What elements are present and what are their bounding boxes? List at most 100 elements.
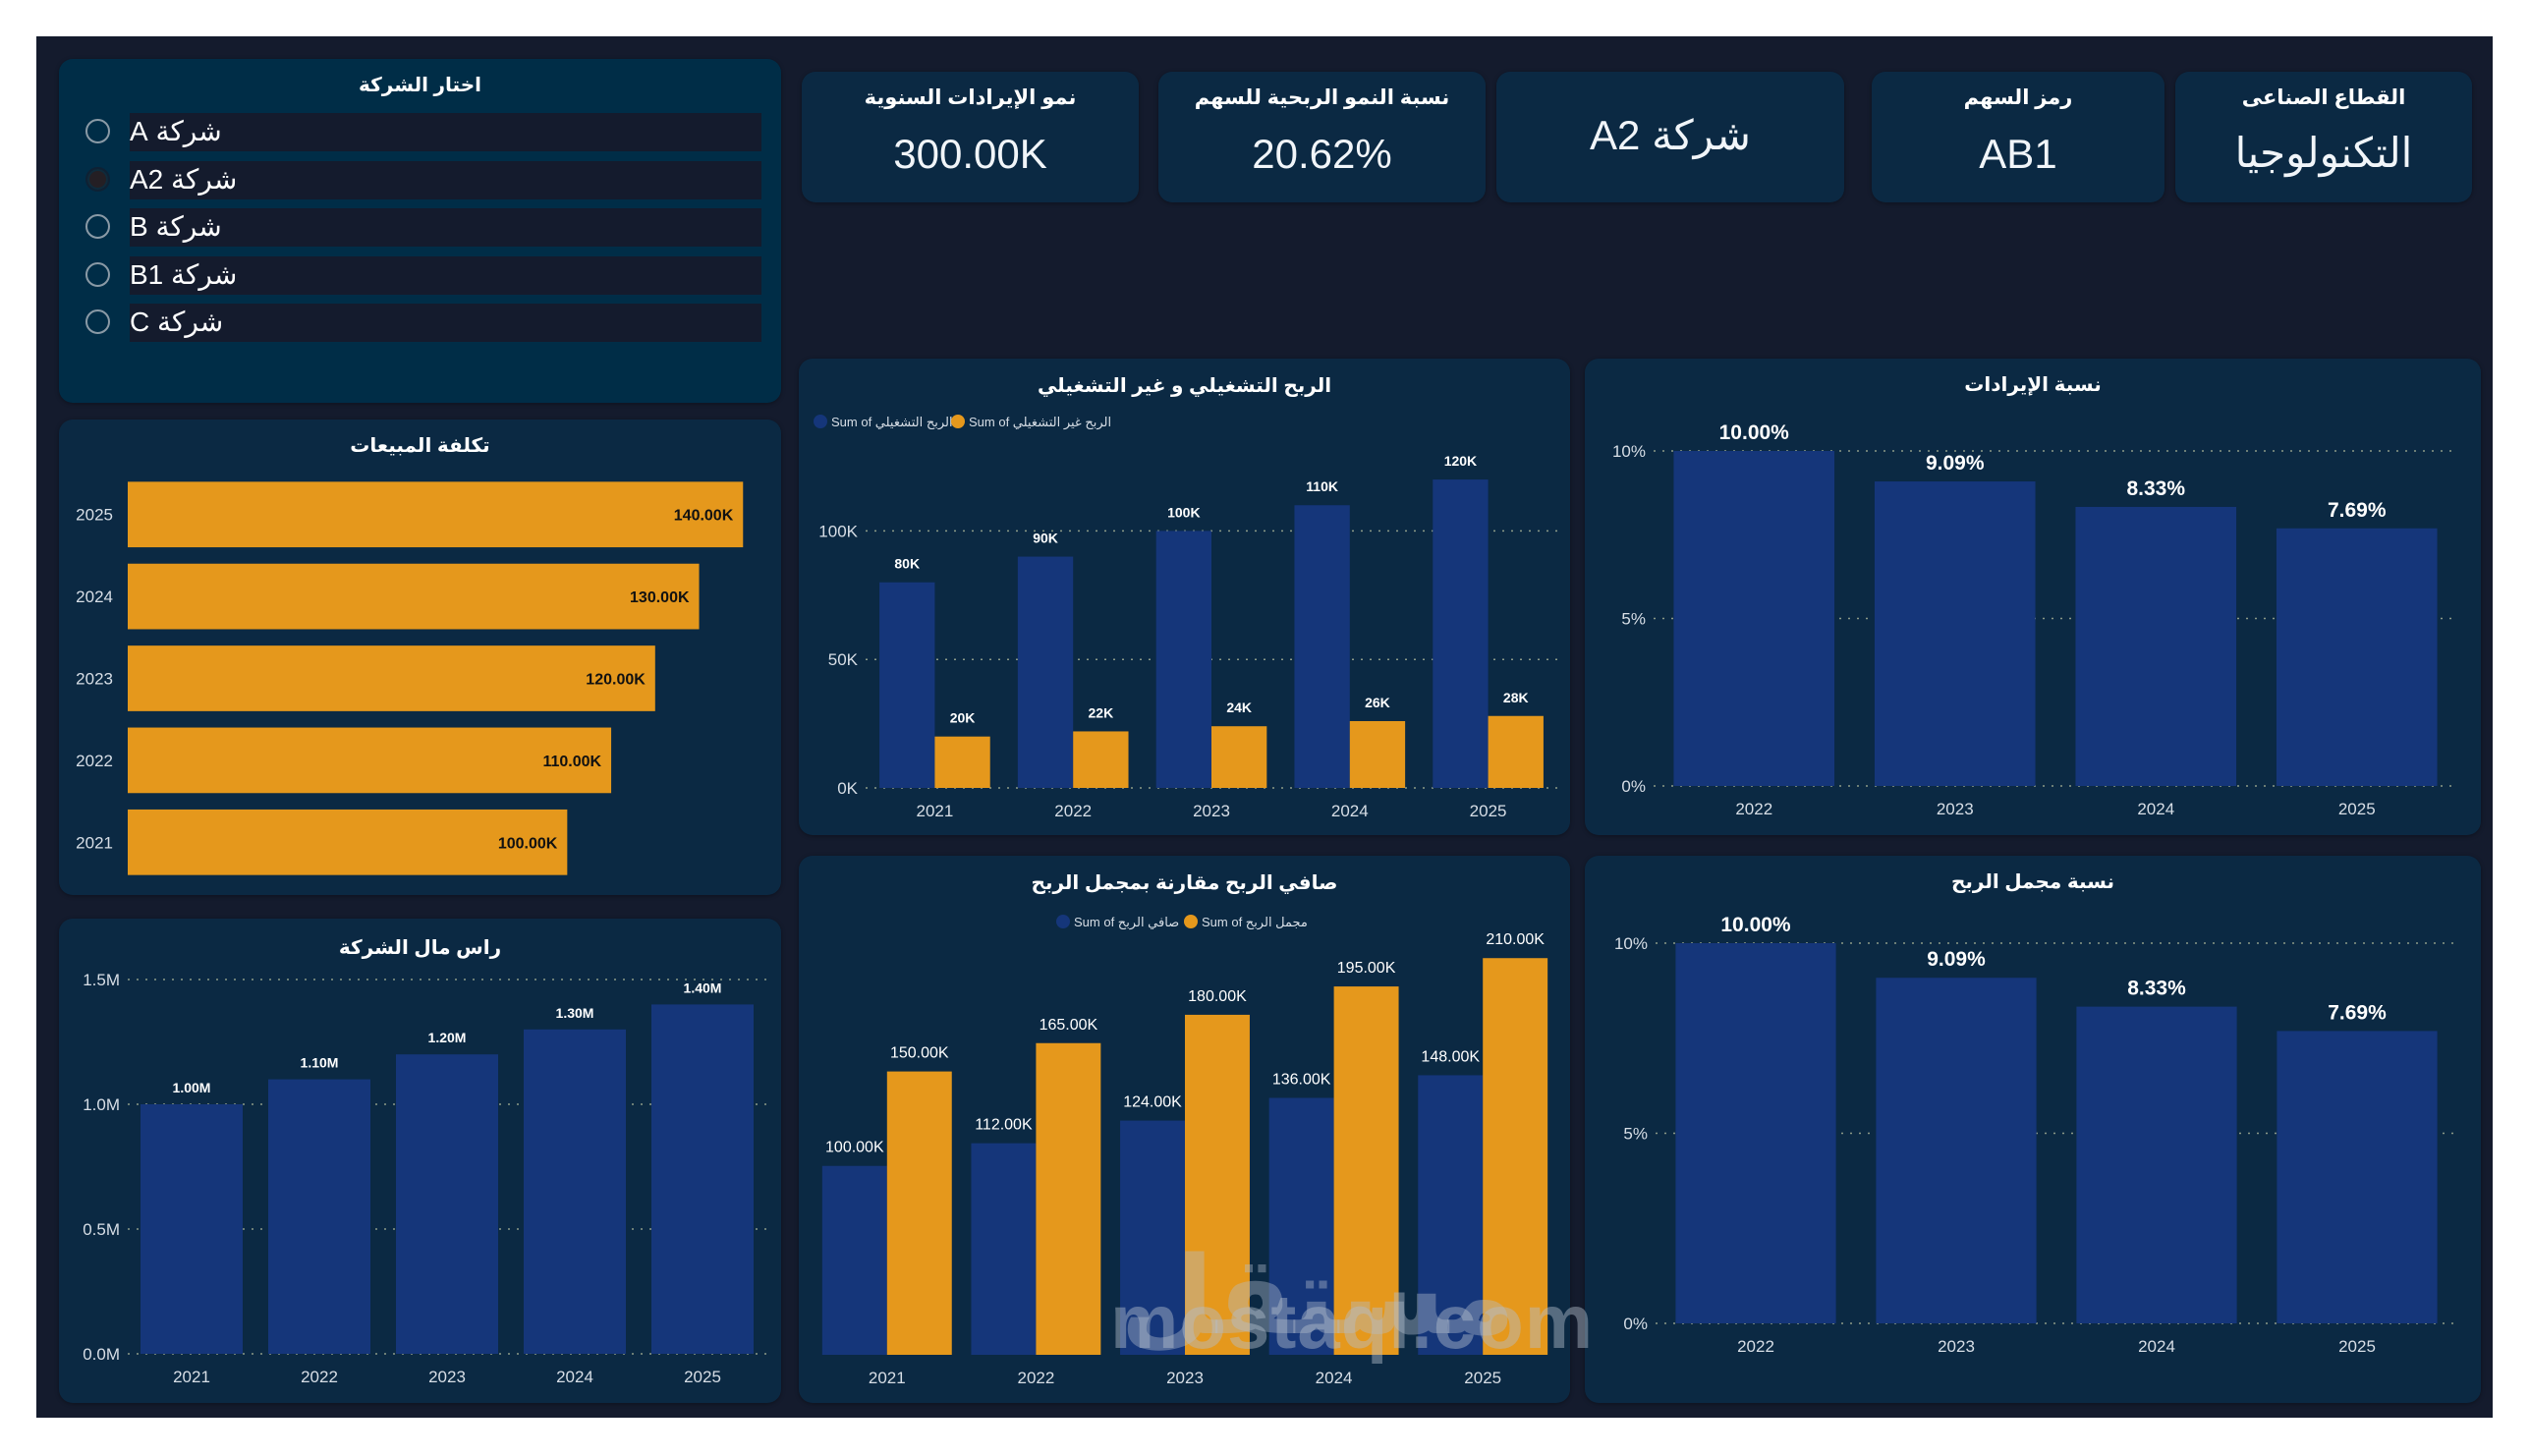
data-label: 10.00% [1719, 421, 1790, 444]
x-tick-label: 2025 [684, 1368, 721, 1386]
chart-title: تكلفة المبيعات [350, 435, 489, 457]
y-tick-label: 5% [1623, 1125, 1648, 1144]
kpi-company-name: شركة A2 [1496, 72, 1844, 202]
x-tick-label: 2025 [1470, 802, 1507, 820]
bar [934, 736, 990, 788]
kpi-value: 300.00K [893, 131, 1047, 177]
slicer-option[interactable]: شركة A2 [59, 160, 781, 200]
bar [1673, 451, 1835, 786]
data-label: 120.00K [586, 672, 646, 689]
kpi-value: AB1 [1979, 131, 2057, 177]
kpi-title: القطاع الصناعى [2241, 86, 2406, 109]
data-label: 100.00K [498, 835, 558, 852]
kpi-value: 20.62% [1252, 131, 1392, 177]
legend-marker-icon [1056, 915, 1070, 928]
slicer-option-label: شركة C [130, 307, 224, 337]
bar [1155, 531, 1211, 788]
gross-profit-ratio-chart: نسبة مجمل الربح 0% 5% 10% 10.00% 2022 9.09% 202… [1614, 871, 2457, 1356]
x-tick-label: 2025 [2338, 1337, 2376, 1356]
bar [1036, 1042, 1101, 1355]
data-label: 130.00K [630, 589, 690, 606]
data-label: 110K [1306, 478, 1338, 494]
x-tick-label: 2023 [1193, 802, 1230, 820]
chart-card-operating-profit: الربح التشغيلي و غير التشغيلي Sum of الرب… [799, 359, 1570, 835]
radio-button-icon[interactable] [85, 261, 110, 287]
bar [1294, 505, 1350, 788]
bar [879, 582, 935, 788]
data-label: 20K [950, 710, 976, 726]
x-tick-label: 2024 [2138, 1337, 2175, 1356]
slicer-option[interactable]: شركة B1 [59, 255, 781, 296]
data-label: 9.09% [1927, 948, 1986, 971]
chart-title: الربح التشغيلي و غير التشغيلي [1038, 375, 1331, 398]
data-label: 90K [1033, 531, 1058, 546]
x-tick-label: 2021 [869, 1369, 906, 1387]
net-vs-gross-profit-chart: صافي الربح مقارنة بمجمل الربح Sum of صافي… [821, 872, 1548, 1387]
x-tick-label: 2023 [1937, 800, 1974, 818]
y-tick-label: 2023 [76, 670, 113, 689]
legend-label: Sum of مجمل الربح [1202, 915, 1308, 930]
legend-marker-icon [814, 415, 827, 428]
bar [2075, 506, 2237, 786]
data-label: 28K [1503, 690, 1529, 705]
slicer-option[interactable]: شركة B [59, 208, 781, 248]
y-tick-label: 2021 [76, 833, 113, 852]
data-label: 1.00M [173, 1080, 211, 1095]
kpi-value: شركة A2 [1590, 112, 1751, 158]
slicer-option[interactable]: شركة A [59, 113, 781, 152]
kpi-title: نسبة النمو الربحية للسهم [1194, 86, 1450, 109]
x-tick-label: 2022 [1017, 1369, 1054, 1387]
data-label: 165.00K [1040, 1017, 1098, 1034]
bar [1268, 1097, 1334, 1355]
legend-label: Sum of صافي الربح [1074, 915, 1179, 930]
slicer-option[interactable]: شركة C [59, 304, 781, 343]
bar [1418, 1075, 1484, 1355]
data-label: 210.00K [1486, 931, 1545, 948]
y-tick-label: 0% [1623, 1315, 1648, 1333]
bar [1185, 1014, 1250, 1355]
radio-button-icon[interactable] [85, 309, 110, 334]
bar [128, 645, 655, 711]
data-label: 1.40M [684, 980, 722, 995]
radio-button-icon[interactable] [85, 214, 110, 239]
x-tick-label: 2024 [2137, 800, 2174, 818]
y-tick-label: 0.5M [83, 1220, 120, 1239]
radio-button-icon[interactable] [85, 119, 110, 143]
data-label: 100K [1167, 504, 1200, 520]
chart-card-gross-profit-ratio: نسبة مجمل الربح 0% 5% 10% 10.00% 2022 9.09% 202… [1585, 856, 2481, 1403]
kpi-title: رمز السهم [1963, 86, 2073, 109]
bar [128, 563, 700, 630]
x-tick-label: 2023 [1166, 1369, 1204, 1387]
slicer-option-label: شركة A [130, 116, 222, 146]
x-tick-label: 2023 [1938, 1337, 1975, 1356]
chart-title: صافي الربح مقارنة بمجمل الربح [1032, 872, 1338, 895]
bar [1333, 986, 1399, 1355]
kpi-stock-symbol: رمز السهم AB1 [1872, 72, 2165, 202]
x-tick-label: 2024 [1331, 802, 1369, 820]
bar [2276, 528, 2438, 786]
chart-card-revenue-ratio: نسبة الإيرادات 0% 5% 10% 10.00% 2022 9.09% 2023… [1585, 359, 2481, 835]
x-tick-label: 2025 [2338, 800, 2376, 818]
bar [141, 1104, 243, 1354]
chart-card-net-vs-gross: صافي الربح مقارنة بمجمل الربح Sum of صافي… [799, 856, 1570, 1403]
radio-button-icon[interactable] [85, 166, 110, 192]
operating-profit-chart: الربح التشغيلي و غير التشغيلي Sum of الرب… [814, 375, 1557, 820]
chart-card-cost-of-sales: تكلفة المبيعات 140.00K 2025 130.00K 2024 120.… [59, 420, 781, 895]
data-label: 148.00K [1421, 1048, 1480, 1065]
data-label: 140.00K [674, 508, 734, 525]
x-tick-label: 2022 [1054, 802, 1092, 820]
legend-label: Sum of الربح غير التشغيلي [969, 415, 1111, 430]
x-tick-label: 2023 [428, 1368, 466, 1386]
bar [1675, 943, 1836, 1323]
slicer-title: اختار الشركة [359, 75, 481, 96]
data-label: 8.33% [2127, 978, 2186, 1000]
data-label: 112.00K [975, 1117, 1033, 1134]
data-label: 1.30M [556, 1005, 594, 1021]
legend-label: Sum of الربح التشغيلي [831, 415, 953, 430]
bar [971, 1143, 1037, 1355]
data-label: 7.69% [2328, 1001, 2387, 1024]
company-capital-chart: راس مال الشركة 0.0M 0.5M 1.0M 1.5M 1.00M 2021 1… [83, 937, 766, 1386]
bar [1120, 1120, 1185, 1355]
data-label: 80K [894, 556, 920, 572]
slicer-option-background [130, 113, 761, 151]
